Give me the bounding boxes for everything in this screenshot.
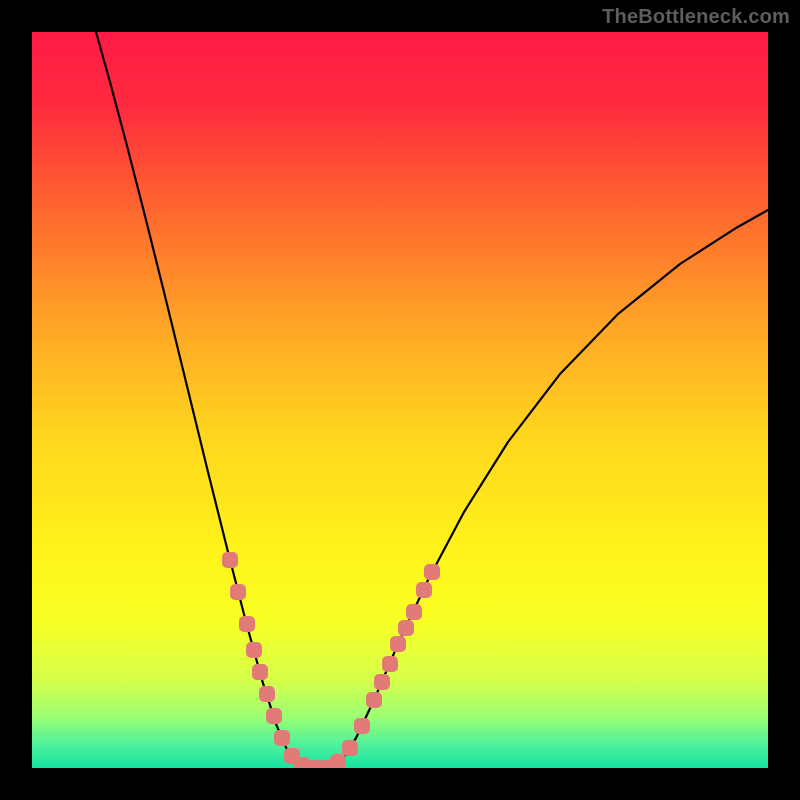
data-marker <box>230 584 246 600</box>
data-marker <box>406 604 422 620</box>
plot-area <box>32 32 768 768</box>
data-marker <box>246 642 262 658</box>
data-marker <box>342 740 358 756</box>
data-marker <box>382 656 398 672</box>
data-marker <box>424 564 440 580</box>
chart-frame: TheBottleneck.com <box>0 0 800 800</box>
data-marker <box>274 730 290 746</box>
data-marker <box>259 686 275 702</box>
data-marker <box>390 636 406 652</box>
data-marker <box>416 582 432 598</box>
data-marker <box>354 718 370 734</box>
data-marker <box>366 692 382 708</box>
data-marker <box>330 754 346 768</box>
plot-svg <box>32 32 768 768</box>
data-marker <box>374 674 390 690</box>
watermark-text: TheBottleneck.com <box>602 6 790 29</box>
data-marker <box>266 708 282 724</box>
data-marker <box>239 616 255 632</box>
data-marker <box>398 620 414 636</box>
data-marker <box>252 664 268 680</box>
data-marker <box>222 552 238 568</box>
gradient-background <box>32 32 768 768</box>
